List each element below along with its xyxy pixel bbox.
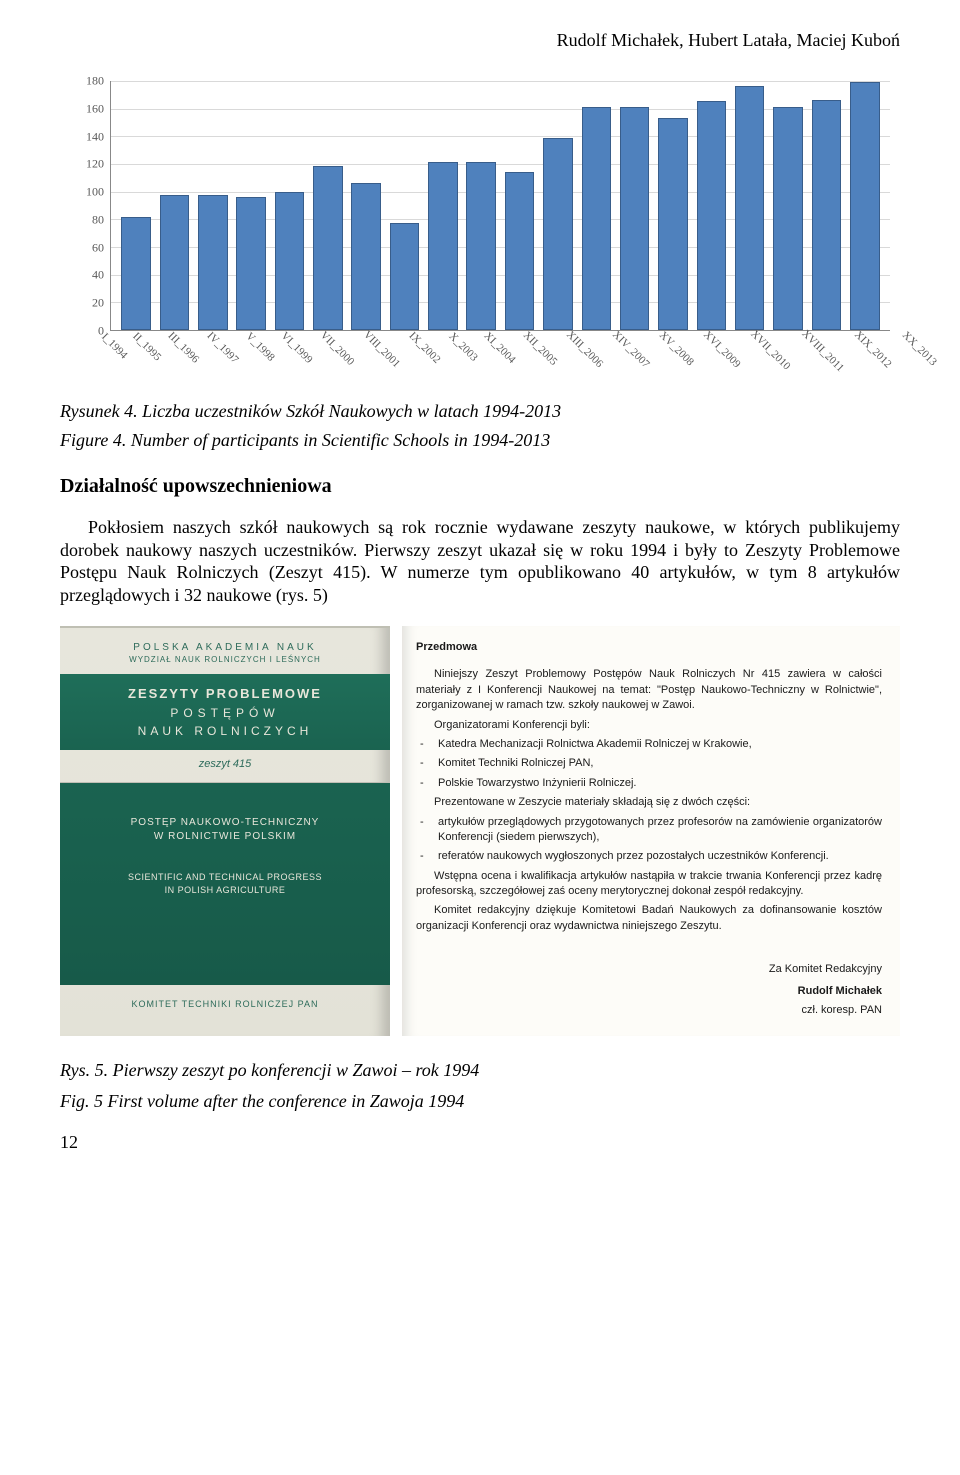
preface-b2: Komitet Techniki Rolniczej PAN,	[416, 756, 882, 771]
cover-mid-p1: POSTĘP NAUKOWO-TECHNICZNY	[70, 817, 380, 828]
scan-cover: POLSKA AKADEMIA NAUK WYDZIAŁ NAUK ROLNIC…	[60, 626, 390, 1036]
y-tick-label: 180	[86, 74, 104, 89]
y-axis: 020406080100120140160180	[70, 81, 108, 331]
bar	[543, 138, 573, 330]
cover-mid: POSTĘP NAUKOWO-TECHNICZNY W ROLNICTWIE P…	[60, 783, 390, 985]
preface-p2: Organizatorami Konferencji byli:	[416, 718, 882, 733]
bar-group	[117, 81, 155, 330]
preface-title: Przedmowa	[416, 640, 882, 655]
bar-group	[654, 81, 692, 330]
y-tick-label: 20	[92, 296, 104, 311]
bar-group	[731, 81, 769, 330]
bar-group	[807, 81, 845, 330]
cover-top-line2: WYDZIAŁ NAUK ROLNICZYCH I LEŚNYCH	[60, 655, 390, 664]
y-tick-label: 40	[92, 268, 104, 283]
preface-sig3: czł. koresp. PAN	[416, 1003, 882, 1018]
y-tick-label: 100	[86, 185, 104, 200]
bar	[582, 107, 612, 330]
bar-group	[194, 81, 232, 330]
section-body: Pokłosiem naszych szkół naukowych są rok…	[60, 516, 900, 606]
bar	[466, 162, 496, 330]
y-tick-label: 60	[92, 240, 104, 255]
bar-group	[577, 81, 615, 330]
bar	[275, 192, 305, 330]
section-heading: Działalność upowszechnieniowa	[60, 475, 900, 498]
page: Rudolf Michałek, Hubert Latała, Maciej K…	[0, 0, 960, 1193]
bar-group	[309, 81, 347, 330]
cover-top: POLSKA AKADEMIA NAUK WYDZIAŁ NAUK ROLNIC…	[60, 628, 390, 674]
cover-mid-e2: IN POLISH AGRICULTURE	[70, 885, 380, 895]
bar-group	[347, 81, 385, 330]
preface-b5: referatów naukowych wygłoszonych przez p…	[416, 849, 882, 864]
bar	[773, 107, 803, 330]
page-number: 12	[60, 1132, 900, 1153]
x-tick-label: XX_2013	[877, 325, 943, 391]
cover-top-line1: POLSKA AKADEMIA NAUK	[60, 642, 390, 653]
bar	[236, 197, 266, 330]
bar	[198, 195, 228, 330]
bar-group	[692, 81, 730, 330]
cover-title-box: ZESZYTY PROBLEMOWE POSTĘPÓW NAUK ROLNICZ…	[60, 674, 390, 750]
bar-group	[270, 81, 308, 330]
bar	[850, 82, 880, 330]
bar-chart: 020406080100120140160180 I_1994II_1995II…	[70, 81, 890, 381]
bar	[160, 195, 190, 330]
y-tick-label: 140	[86, 129, 104, 144]
x-axis: I_1994II_1995III_1996IV_1997V_1998VI_199…	[110, 331, 890, 381]
cover-title-l1: ZESZYTY PROBLEMOWE	[66, 684, 384, 704]
bar	[313, 166, 343, 330]
bar-group	[155, 81, 193, 330]
preface-b1: Katedra Mechanizacji Rolnictwa Akademii …	[416, 737, 882, 752]
preface-p4: Wstępna ocena i kwalifikacja artykułów n…	[416, 869, 882, 900]
bar	[697, 101, 727, 330]
header-authors: Rudolf Michałek, Hubert Latała, Maciej K…	[60, 30, 900, 51]
preface-p3: Prezentowane w Zeszycie materiały składa…	[416, 795, 882, 810]
preface-b3: Polskie Towarzystwo Inżynierii Rolniczej…	[416, 776, 882, 791]
bar-group	[539, 81, 577, 330]
figure5-scan: POLSKA AKADEMIA NAUK WYDZIAŁ NAUK ROLNIC…	[60, 626, 900, 1036]
bar-group	[424, 81, 462, 330]
bar-group	[615, 81, 653, 330]
bar	[658, 118, 688, 330]
preface-sig2: Rudolf Michałek	[416, 984, 882, 999]
y-tick-label: 80	[92, 212, 104, 227]
bars-area	[111, 81, 890, 330]
bar	[620, 107, 650, 330]
y-tick-label: 120	[86, 157, 104, 172]
bar-group	[846, 81, 884, 330]
bar	[121, 217, 151, 330]
bar-group	[232, 81, 270, 330]
y-tick-label: 160	[86, 101, 104, 116]
preface-b4: artykułów przeglądowych przygotowanych p…	[416, 815, 882, 846]
cover-zeszyt: zeszyt 415	[60, 750, 390, 783]
bar-group	[500, 81, 538, 330]
bar	[390, 223, 420, 330]
bar-group	[385, 81, 423, 330]
figure5-caption-en: Fig. 5 First volume after the conference…	[60, 1091, 900, 1112]
figure4-caption-en: Figure 4. Number of participants in Scie…	[60, 430, 900, 451]
bar	[735, 86, 765, 330]
bar-group	[462, 81, 500, 330]
chart-plot-area	[110, 81, 890, 331]
cover-mid-p2: W ROLNICTWIE POLSKIM	[70, 831, 380, 842]
scan-preface: Przedmowa Niniejszy Zeszyt Problemowy Po…	[402, 626, 900, 1036]
cover-title-l2: POSTĘPÓW	[66, 704, 384, 722]
bar	[505, 172, 535, 330]
bar-group	[769, 81, 807, 330]
figure4-caption-pl: Rysunek 4. Liczba uczestników Szkół Nauk…	[60, 401, 900, 422]
preface-p1: Niniejszy Zeszyt Problemowy Postępów Nau…	[416, 667, 882, 713]
preface-sig1: Za Komitet Redakcyjny	[416, 962, 882, 977]
figure5-caption-pl: Rys. 5. Pierwszy zeszyt po konferencji w…	[60, 1060, 900, 1081]
bar	[428, 162, 458, 330]
cover-bottom: KOMITET TECHNIKI ROLNICZEJ PAN	[60, 985, 390, 1023]
bar	[351, 183, 381, 330]
bar	[812, 100, 842, 330]
cover-mid-e1: SCIENTIFIC AND TECHNICAL PROGRESS	[70, 872, 380, 882]
preface-p5: Komitet redakcyjny dziękuje Komitetowi B…	[416, 903, 882, 934]
cover-title-l3: NAUK ROLNICZYCH	[66, 722, 384, 740]
